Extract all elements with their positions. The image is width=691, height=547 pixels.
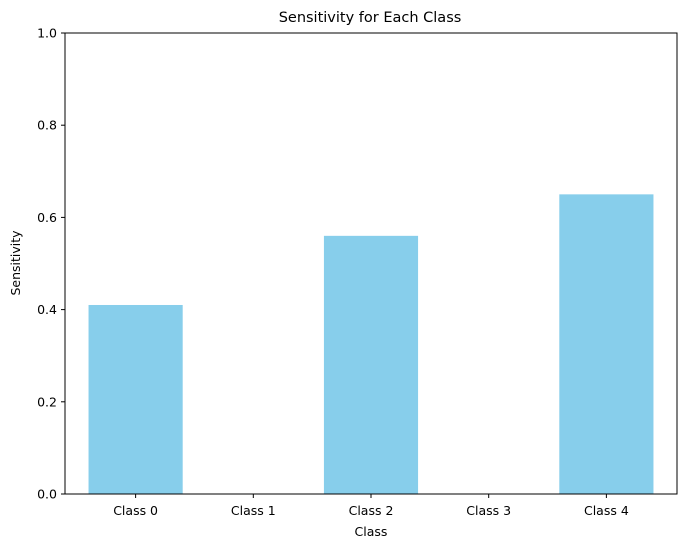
y-tick-label: 0.8	[37, 118, 57, 133]
x-tick-label: Class 4	[584, 503, 629, 518]
bar-class-2	[323, 235, 419, 494]
bar-class-4	[559, 194, 654, 494]
x-axis-label: Class	[355, 524, 388, 539]
chart-title: Sensitivity for Each Class	[279, 10, 462, 26]
x-tick-label: Class 1	[231, 503, 276, 518]
x-tick-label: Class 3	[466, 503, 511, 518]
bars-group	[88, 194, 654, 494]
y-axis-label: Sensitivity	[8, 230, 23, 296]
y-tick-label: 0.6	[37, 210, 57, 225]
y-tick-label: 1.0	[37, 26, 57, 41]
x-tick-label: Class 0	[113, 503, 158, 518]
y-tick-label: 0.0	[37, 487, 57, 502]
y-tick-label: 0.2	[37, 394, 57, 409]
bar-class-0	[88, 304, 183, 494]
x-tick-label: Class 2	[349, 503, 394, 518]
y-tick-label: 0.4	[37, 302, 57, 317]
y-axis: 0.0 0.2 0.4 0.6 0.8 1.0	[37, 26, 65, 502]
x-axis: Class 0 Class 1 Class 2 Class 3 Class 4	[113, 494, 629, 518]
